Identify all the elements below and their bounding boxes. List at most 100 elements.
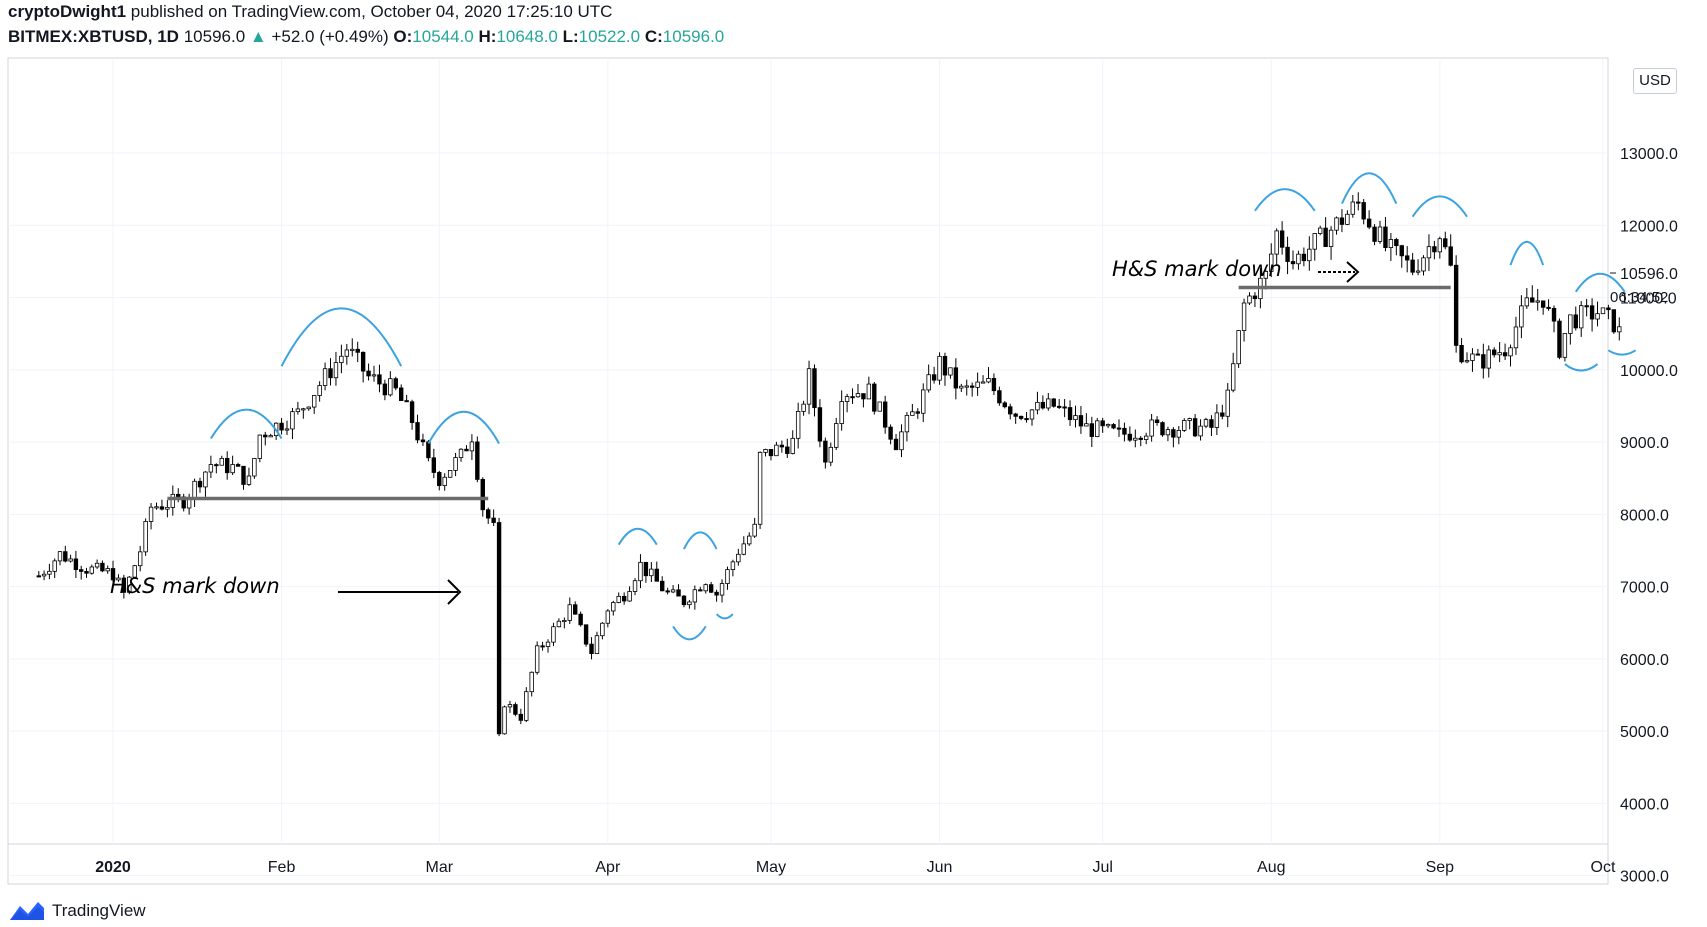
candle-up xyxy=(1230,363,1236,391)
candle-down xyxy=(100,562,105,572)
candle-down xyxy=(73,558,79,571)
candle-up xyxy=(899,431,904,451)
candle-down xyxy=(518,713,524,721)
candle-down xyxy=(366,370,371,377)
candle-down xyxy=(1432,246,1437,253)
tradingview-logo-icon[interactable] xyxy=(8,900,46,922)
candle-down xyxy=(1122,427,1127,435)
candle-down xyxy=(355,348,360,353)
candle-up xyxy=(165,507,170,510)
candle-down xyxy=(621,595,627,602)
candle-up xyxy=(1328,229,1334,247)
candle-down xyxy=(1540,300,1546,308)
candle-up xyxy=(447,470,453,478)
time-tick-label: Mar xyxy=(425,859,453,876)
candle-down xyxy=(931,374,937,381)
candle-up xyxy=(855,393,861,398)
candle-up xyxy=(1176,429,1182,438)
candle-up xyxy=(774,444,779,457)
candle-down xyxy=(480,479,485,511)
candle-down xyxy=(1008,406,1013,415)
candle-up xyxy=(1421,257,1426,272)
candle-up xyxy=(747,535,752,545)
candle-up xyxy=(1149,419,1154,437)
time-tick-label: Oct xyxy=(1591,859,1616,876)
candle-up xyxy=(524,691,529,721)
candle-up xyxy=(268,435,273,438)
candle-up xyxy=(1296,253,1301,265)
candle-up xyxy=(1029,409,1035,420)
candle-up xyxy=(127,576,132,593)
currency-button[interactable]: USD xyxy=(1633,68,1677,94)
time-tick-label: 2020 xyxy=(95,859,131,876)
open-label: O: xyxy=(393,27,413,46)
candle-up xyxy=(757,451,763,525)
candle-up xyxy=(844,396,850,402)
candle-up xyxy=(877,401,882,412)
price-tick-label: 9000.0 xyxy=(1620,435,1669,452)
author-name[interactable]: cryptoDwight1 xyxy=(8,2,127,21)
candle-up xyxy=(801,403,806,412)
high-label: H: xyxy=(478,27,497,46)
candle-down xyxy=(110,568,116,581)
candle-up xyxy=(1307,248,1312,262)
up-arrow-icon: ▲ xyxy=(249,27,267,46)
candle-down xyxy=(882,401,888,428)
candle-down xyxy=(660,580,665,592)
candle-down xyxy=(1410,259,1415,273)
pattern-arc-bottom xyxy=(672,625,707,641)
pattern-arc-top xyxy=(1574,272,1626,293)
candle-up xyxy=(246,475,252,485)
candle-down xyxy=(426,441,431,459)
candle-up xyxy=(1143,435,1149,440)
candle-up xyxy=(52,560,57,572)
candle-down xyxy=(1192,418,1198,437)
candle-up xyxy=(834,423,839,448)
pattern-arc-top xyxy=(683,531,718,550)
candle-down xyxy=(235,464,241,467)
candle-down xyxy=(1551,307,1557,322)
tradingview-brand[interactable]: TradingView xyxy=(52,901,146,920)
high-value: 10648.0 xyxy=(496,27,558,46)
candle-up xyxy=(284,428,290,431)
candle-down xyxy=(1100,420,1105,427)
candle-down xyxy=(1127,433,1133,441)
candle-up xyxy=(980,381,986,384)
pattern-arc-top xyxy=(617,527,658,546)
candle-down xyxy=(997,390,1002,404)
candle-down xyxy=(942,355,948,376)
candle-down xyxy=(224,458,230,474)
candle-up xyxy=(1388,239,1394,248)
arrows xyxy=(338,261,1360,605)
candle-up xyxy=(1579,305,1584,329)
candle-down xyxy=(872,383,877,412)
candle-down xyxy=(431,457,437,473)
candle-up xyxy=(306,406,311,410)
ohlc-legend: BITMEX:XBTUSD, 1D 10596.0 ▲ +52.0 (+0.49… xyxy=(8,27,724,47)
candle-down xyxy=(1056,405,1062,408)
candle-down xyxy=(437,472,442,486)
footer: TradingView xyxy=(8,900,146,922)
candle-down xyxy=(1290,261,1296,265)
candle-down xyxy=(63,551,68,562)
candle-down xyxy=(768,449,774,457)
candle-up xyxy=(551,626,556,643)
candle-up xyxy=(1214,412,1220,428)
candle-down xyxy=(1502,352,1508,357)
symbol-label[interactable]: BITMEX:XBTUSD, 1D xyxy=(8,27,179,46)
candle-down xyxy=(513,704,518,715)
candle-down xyxy=(1154,419,1160,423)
candle-up xyxy=(295,408,301,413)
candle-up xyxy=(1105,424,1111,427)
candle-up xyxy=(529,671,534,693)
candle-up xyxy=(795,410,801,439)
candle-up xyxy=(252,458,257,477)
time-tick-label: Jul xyxy=(1092,859,1112,876)
candle-down xyxy=(415,422,420,441)
markdown-arrow-2-head xyxy=(1346,261,1360,283)
candle-down xyxy=(328,368,333,379)
candle-up xyxy=(94,562,100,568)
candle-up xyxy=(611,602,616,612)
close-value: 10596.0 xyxy=(662,27,725,46)
